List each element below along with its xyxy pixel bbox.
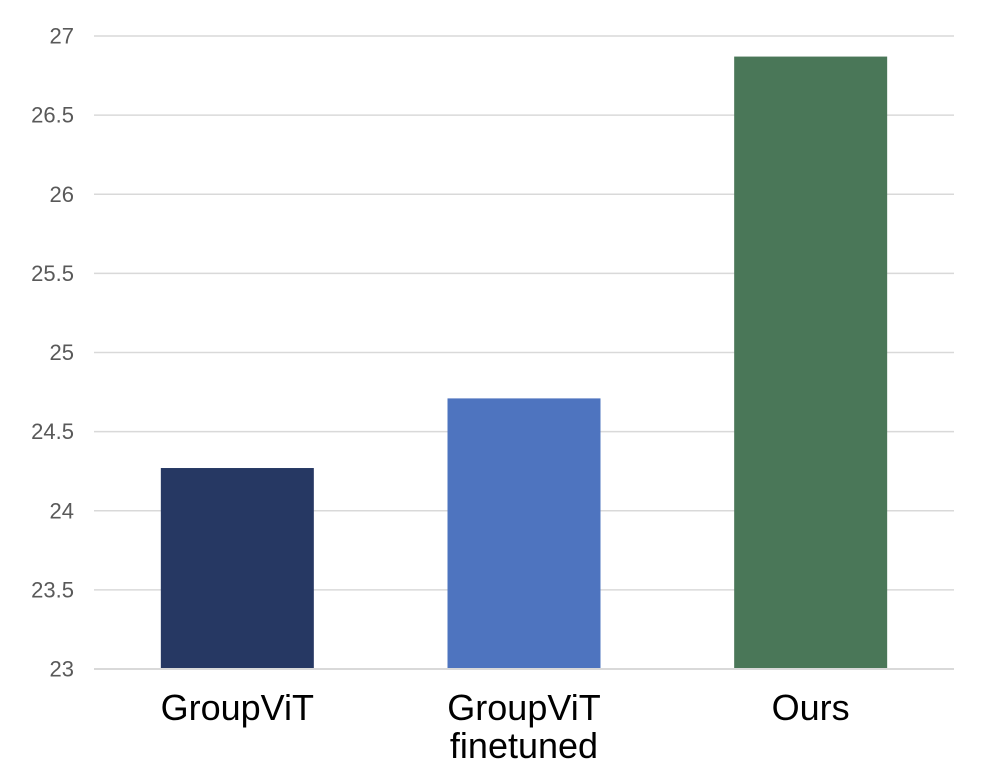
x-category-label: finetuned — [450, 725, 598, 766]
y-tick-label: 24.5 — [31, 419, 74, 444]
y-tick-label: 25.5 — [31, 261, 74, 286]
y-tick-label: 26 — [50, 182, 74, 207]
x-category-label: Ours — [772, 687, 850, 728]
y-axis-tick-labels: 23 23.5 24 24.5 25 25.5 26 26.5 27 — [31, 24, 74, 682]
y-tick-label: 23 — [50, 657, 74, 682]
y-tick-label: 24 — [50, 498, 74, 523]
bar — [734, 56, 888, 669]
bar — [160, 468, 314, 669]
bars — [160, 56, 888, 669]
y-tick-label: 23.5 — [31, 577, 74, 602]
y-tick-label: 26.5 — [31, 103, 74, 128]
x-category-label: GroupViT — [447, 687, 600, 728]
y-tick-label: 27 — [50, 24, 74, 49]
bar — [447, 398, 601, 669]
x-category-label: GroupViT — [161, 687, 314, 728]
y-tick-label: 25 — [50, 340, 74, 365]
